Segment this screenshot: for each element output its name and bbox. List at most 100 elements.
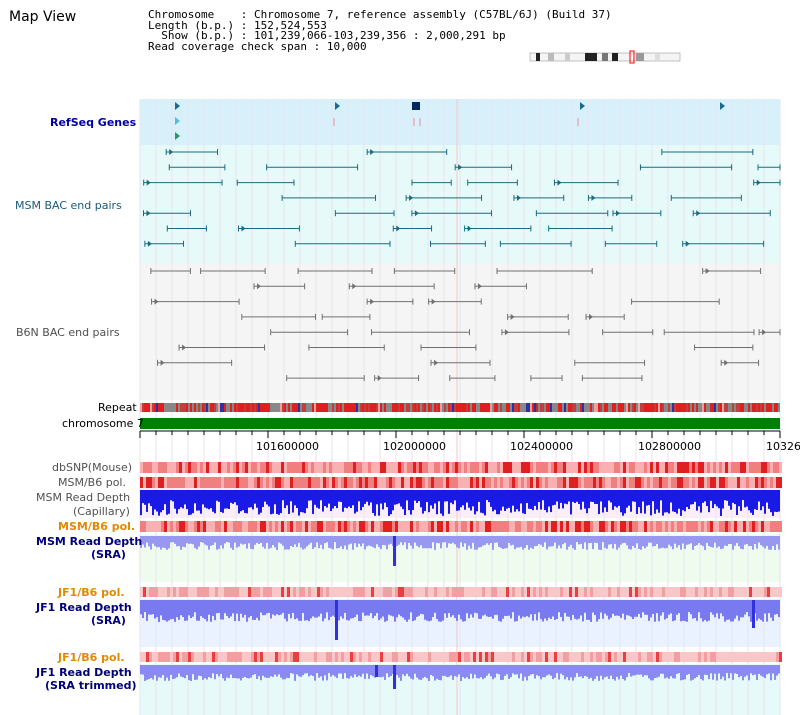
heat-cell [653,587,656,597]
repeat-block [678,403,680,412]
depth-bar [712,665,714,680]
depth-bar [430,665,432,675]
heat-cell [239,477,242,488]
depth-bar [416,665,418,678]
heat-cell [701,462,704,473]
repeat-block [664,403,666,412]
depth-bar [438,536,440,544]
track-label-jf1-b6-pol[interactable]: JF1/B6 pol. [58,586,125,599]
track-label-repeat[interactable]: Repeat [98,401,137,414]
depth-bar [258,490,260,515]
depth-bar [624,665,626,681]
depth-bar [290,600,292,619]
heat-cell [494,462,497,473]
depth-bar [606,665,608,677]
depth-bar [450,665,452,676]
heat-cell [212,652,215,662]
depth-bar [290,665,292,674]
depth-bar [314,665,316,681]
depth-bar [182,665,184,678]
depth-bar [752,490,754,515]
depth-bar [346,536,348,550]
repeat-block [178,403,180,412]
heat-cell [251,462,254,473]
track-label-msm-bac[interactable]: MSM BAC end pairs [15,199,122,212]
depth-bar [744,490,746,508]
repeat-block [142,403,144,412]
heat-cell [272,521,275,532]
depth-bar [280,600,282,615]
heat-cell [599,477,602,488]
depth-bar [194,490,196,504]
heat-cell [722,587,725,597]
heat-cell [356,587,359,597]
depth-bar [700,600,702,619]
depth-bar [302,665,304,676]
heat-cell [389,587,392,597]
heat-cell [716,587,719,597]
length-key: Length (b.p.) [148,18,235,32]
depth-bar [396,536,398,547]
repeat-block [184,403,186,412]
repeat-block [540,403,542,412]
heat-cell [614,652,617,662]
depth-bar [238,490,240,514]
heat-cell [212,477,215,488]
track-label-msm-b6-pol[interactable]: MSM/B6 pol. [58,476,126,489]
repeat-block [444,403,446,412]
heat-cell [335,587,338,597]
repeat-block [588,403,590,412]
depth-bar [250,490,252,508]
track-label-msm-read-depth-capillary[interactable]: MSM Read Depth [36,491,131,504]
repeat-block [460,403,462,412]
repeat-block [590,403,592,412]
depth-bar [350,665,352,677]
depth-bar [170,600,172,620]
depth-bar [666,600,668,619]
heat-cell [746,477,749,488]
track-label-msm-read-depth-sra[interactable]: MSM Read Depth [36,535,143,548]
depth-bar [244,665,246,677]
depth-bar [632,536,634,547]
depth-bar [464,536,466,544]
depth-bar [502,490,504,507]
repeat-block [692,403,694,412]
heat-cell [299,477,302,488]
track-label-jf1-b6-pol-2[interactable]: JF1/B6 pol. [58,651,125,664]
repeat-block [408,403,410,412]
repeat-block [292,403,294,412]
heat-cell [608,587,611,597]
heat-cell [632,521,635,532]
track-label-refseq[interactable]: RefSeq Genes [50,116,137,129]
heat-cell [221,462,224,473]
depth-bar [632,665,634,676]
track-label-chromosome[interactable]: chromosome 7 [62,417,144,430]
track-label-jf1-read-depth-sra[interactable]: JF1 Read Depth [36,601,132,614]
depth-bar [688,536,690,545]
heat-cell [371,587,374,597]
track-label-jf1-read-depth-trimmed[interactable]: JF1 Read Depth [36,666,132,679]
heat-cell [752,587,755,597]
depth-bar [612,665,614,680]
depth-bar [424,490,426,512]
heat-cell [689,521,692,532]
track-label-dbsnp[interactable]: dbSNP(Mouse) [52,461,133,474]
depth-spike [375,665,378,677]
depth-bar [734,665,736,674]
heat-cell [206,521,209,532]
depth-bar [254,600,256,620]
depth-bar [346,665,348,679]
repeat-block [304,403,306,412]
track-label-msm-b6-pol-2[interactable]: MSM/B6 pol. [58,520,136,533]
heat-cell [698,587,701,597]
depth-bar [504,536,506,549]
heat-cell [290,462,293,473]
heat-cell [611,477,614,488]
track-label-b6n-bac[interactable]: B6N BAC end pairs [16,326,120,339]
heat-cell [776,462,779,473]
repeat-block [662,403,664,412]
heat-cell [371,477,374,488]
depth-bar [658,490,660,513]
depth-bar [650,665,652,681]
